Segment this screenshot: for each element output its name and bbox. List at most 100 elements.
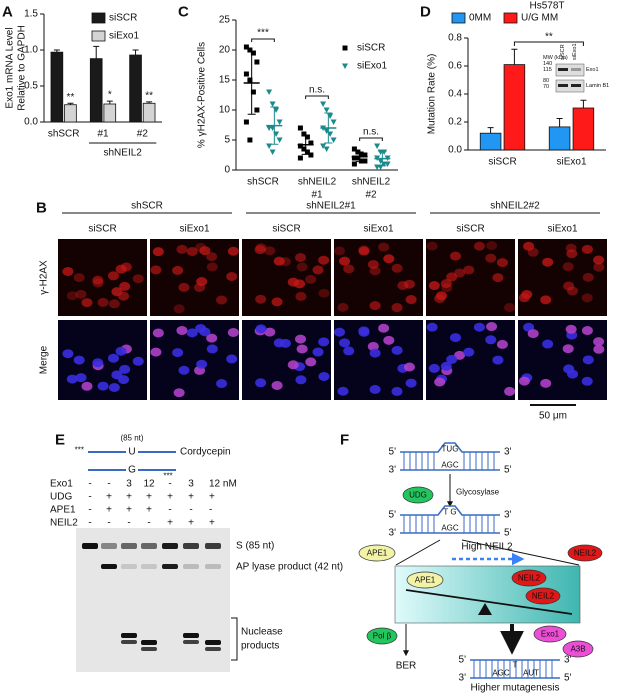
nucleus (255, 324, 267, 334)
inset-marker: 70 (543, 84, 549, 90)
nucleus (593, 255, 605, 265)
panel-letter: A (2, 4, 13, 21)
gel-band (183, 543, 199, 549)
data-point (330, 119, 337, 125)
error-bar (53, 49, 60, 53)
nucleus (287, 360, 299, 370)
substrate-base: U (128, 447, 135, 458)
nucleus (527, 247, 539, 257)
gel-band (205, 647, 221, 651)
error-bar (106, 100, 113, 104)
significance: n.s. (363, 127, 379, 138)
column-header: siExo1 (363, 224, 393, 235)
nucleus (305, 274, 317, 284)
data-point (362, 152, 368, 158)
data-point (254, 59, 260, 65)
nucleus (295, 375, 307, 385)
nucleus (119, 281, 131, 291)
gel-band (141, 564, 157, 569)
condition-cell: - (168, 479, 171, 490)
condition-cell: - (107, 518, 110, 529)
protein (358, 544, 396, 562)
protein-label: APE1 (367, 549, 388, 558)
blot-band (571, 84, 581, 87)
data-point (330, 137, 337, 143)
dna-end: 3' (459, 673, 467, 684)
bar (129, 54, 142, 123)
gel-band (141, 543, 157, 549)
error-bar (511, 48, 518, 65)
band-label: products (241, 641, 279, 652)
nucleus (343, 264, 355, 274)
nucleus (358, 246, 370, 256)
nucleus (196, 277, 208, 287)
data-point (323, 107, 330, 113)
nucleus (486, 322, 498, 332)
legend-swatch (451, 12, 466, 24)
x-tick-label: shSCR (48, 129, 80, 140)
nucleus (132, 274, 144, 284)
nucleus (378, 323, 390, 333)
sd-bar (270, 106, 279, 145)
error-bar (93, 45, 100, 59)
gel-band (141, 647, 157, 651)
nucleus (296, 262, 308, 272)
nucleus (173, 304, 185, 314)
significance-bracket (305, 95, 329, 99)
condition-cell: 12 (143, 479, 155, 490)
nucleus (378, 242, 390, 252)
y-tick-label: 0 (224, 165, 230, 176)
legend-label: siSCR (357, 43, 385, 54)
dna-strand (400, 505, 500, 516)
gel-band (141, 640, 157, 645)
group-header: shNEIL2#1 (306, 201, 356, 212)
nucleus (565, 243, 577, 253)
nucleus (150, 347, 162, 357)
scale-label: 50 μm (539, 411, 567, 422)
nucleus (227, 246, 239, 256)
nucleus (504, 386, 516, 396)
data-point (320, 143, 327, 149)
nucleus (176, 325, 188, 335)
condition-label: UDG (50, 492, 72, 503)
condition-label: APE1 (50, 505, 76, 516)
nucleus (446, 272, 458, 282)
y-tick-label: 0.2 (448, 117, 462, 128)
nucleus (334, 246, 346, 256)
data-point (276, 119, 283, 125)
condition-cell: + (106, 492, 112, 503)
protein (533, 625, 567, 643)
nucleus (492, 273, 504, 283)
data-point (381, 149, 388, 155)
gel-band (205, 543, 221, 549)
sd-bar (355, 151, 364, 163)
gel-band (121, 640, 137, 644)
y-tick-label: 0.8 (448, 33, 462, 44)
blot-band (558, 84, 568, 87)
nucleus (152, 328, 164, 338)
data-point (384, 161, 391, 167)
column-header: siSCR (456, 224, 484, 235)
data-point (269, 101, 276, 107)
condition-cell: + (146, 505, 152, 516)
y-tick-label: 0.4 (448, 89, 462, 100)
nucleus (527, 329, 539, 339)
nucleus (206, 333, 218, 343)
nucleus (73, 355, 85, 365)
nucleus (369, 348, 381, 358)
data-point (362, 158, 368, 164)
column-header: siSCR (88, 224, 116, 235)
nucleus (492, 355, 504, 365)
group-header: shSCR (131, 201, 163, 212)
nucleus (273, 338, 285, 348)
bar (142, 102, 156, 123)
y-axis-label: % γH2AX-Positive Cells (197, 42, 208, 148)
inset-band-label: Lamin B1 (586, 83, 609, 89)
nucleus (565, 324, 577, 334)
y-axis-label: Relative to GAPDH (17, 25, 28, 111)
nucleus (426, 241, 438, 251)
nucleus (81, 381, 93, 391)
significance: n.s. (309, 85, 325, 96)
nucleus (454, 350, 466, 360)
micrograph (518, 239, 607, 316)
